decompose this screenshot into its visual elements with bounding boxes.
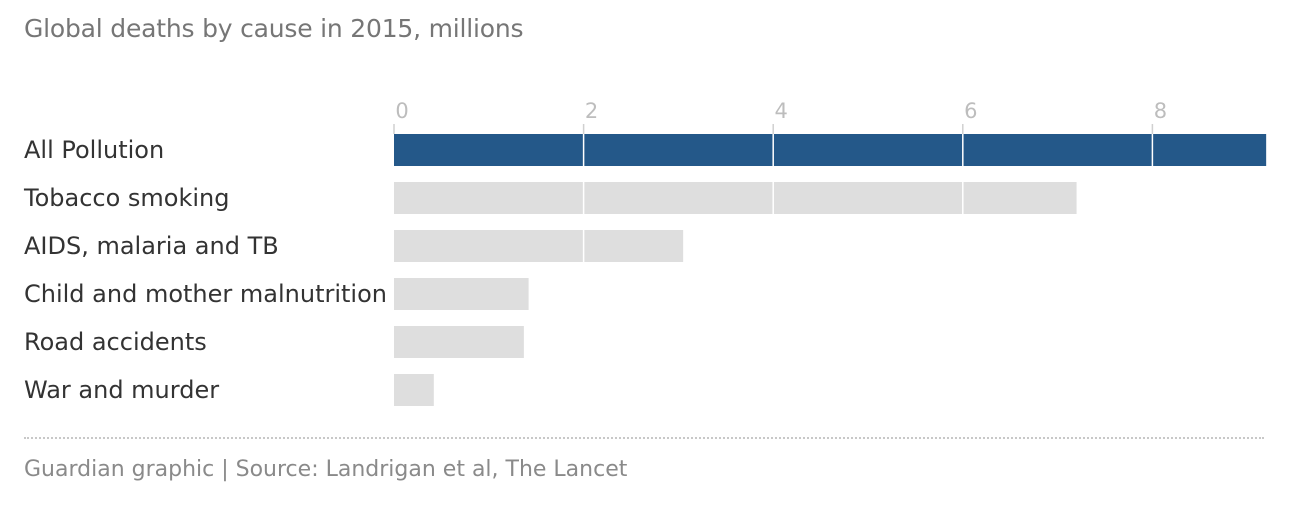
footer-divider bbox=[24, 437, 1264, 439]
gridlines bbox=[582, 134, 1154, 406]
category-label: Road accidents bbox=[24, 328, 207, 356]
category-labels: All Pollution Tobacco smoking AIDS, malari… bbox=[23, 136, 387, 404]
bar bbox=[394, 230, 684, 262]
x-tick-label: 6 bbox=[964, 99, 977, 123]
bar bbox=[394, 326, 524, 358]
chart-title: Global deaths by cause in 2015, millions bbox=[24, 14, 524, 43]
bar bbox=[394, 182, 1077, 214]
source-credit: Guardian graphic | Source: Landrigan et … bbox=[24, 457, 628, 482]
bar bbox=[394, 374, 434, 406]
x-tick-label: 2 bbox=[585, 99, 598, 123]
category-label: Tobacco smoking bbox=[23, 184, 230, 212]
category-label: War and murder bbox=[24, 376, 219, 404]
bar bbox=[394, 278, 529, 310]
category-label: AIDS, malaria and TB bbox=[24, 232, 279, 260]
x-tick-label: 8 bbox=[1154, 99, 1167, 123]
category-label: Child and mother malnutrition bbox=[24, 280, 387, 308]
x-axis-ticks: 0 2 4 6 8 bbox=[393, 99, 1167, 134]
x-tick-label: 4 bbox=[775, 99, 788, 123]
bars bbox=[394, 134, 1267, 406]
bar-chart: 0 2 4 6 8 All Pollution Tobacco smoking AIDS, … bbox=[23, 99, 1267, 406]
x-tick-label: 0 bbox=[395, 99, 408, 123]
bar bbox=[394, 134, 1267, 166]
category-label: All Pollution bbox=[24, 136, 164, 164]
